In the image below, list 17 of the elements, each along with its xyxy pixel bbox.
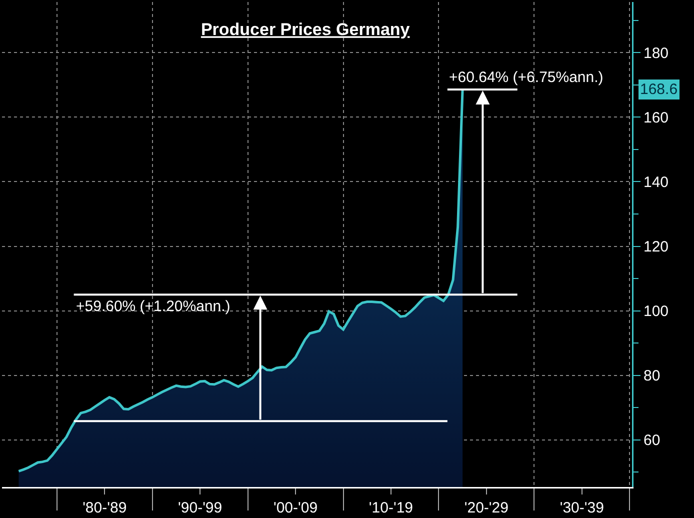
y-tick-label: 160: [644, 109, 669, 126]
y-tick-label: 60: [644, 432, 660, 450]
y-tick-label: 80: [644, 368, 660, 385]
x-tick-label: '00-'09: [273, 500, 318, 516]
ref-line-label: +59.60% (+1.20%ann.): [76, 298, 230, 315]
text: Producer Prices Germany: [200, 20, 410, 40]
x-tick-label: '80-'89: [82, 500, 127, 516]
text: 168.6: [640, 81, 678, 98]
x-tick-label: '90-'99: [178, 500, 222, 516]
y-tick-label: 100: [644, 303, 669, 320]
ref-line-label: +60.64% (+6.75%ann.): [449, 69, 604, 86]
y-tick-label: 140: [644, 174, 669, 191]
x-tick-label: '30-'39: [560, 500, 604, 516]
x-tick-label: '10-'19: [368, 500, 414, 516]
y-tick-label: 120: [644, 238, 669, 256]
x-tick-label: '20-'29: [464, 500, 508, 516]
y-tick-label: 180: [644, 44, 669, 62]
